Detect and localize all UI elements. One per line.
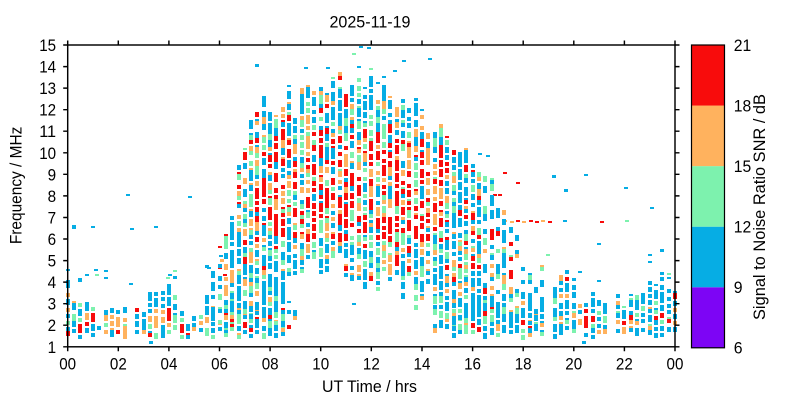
svg-text:21: 21 [734, 37, 752, 55]
svg-text:6: 6 [48, 231, 57, 249]
svg-text:2025-11-19: 2025-11-19 [330, 13, 411, 32]
svg-text:11: 11 [39, 123, 56, 141]
svg-text:Frequency / MHz: Frequency / MHz [8, 127, 26, 245]
svg-text:15: 15 [39, 37, 56, 55]
svg-text:00: 00 [667, 356, 684, 374]
svg-text:12: 12 [39, 102, 56, 120]
svg-text:06: 06 [211, 356, 228, 374]
svg-text:14: 14 [414, 356, 431, 374]
svg-text:10: 10 [39, 145, 56, 163]
svg-text:UT Time / hrs: UT Time / hrs [322, 378, 417, 396]
svg-text:14: 14 [39, 59, 56, 77]
svg-text:22: 22 [616, 356, 633, 374]
svg-text:9: 9 [734, 279, 743, 297]
svg-text:Signal to Noise Ratio SNR / dB: Signal to Noise Ratio SNR / dB [751, 94, 769, 320]
svg-text:1: 1 [48, 339, 57, 357]
svg-text:20: 20 [565, 356, 582, 374]
svg-text:8: 8 [48, 188, 57, 206]
svg-text:16: 16 [464, 356, 481, 374]
svg-text:08: 08 [262, 356, 279, 374]
svg-text:15: 15 [734, 158, 752, 176]
svg-text:18: 18 [515, 356, 532, 374]
svg-text:00: 00 [59, 356, 76, 374]
svg-text:9: 9 [48, 166, 57, 184]
svg-text:3: 3 [48, 296, 57, 314]
svg-text:02: 02 [110, 356, 127, 374]
svg-text:13: 13 [39, 80, 56, 98]
svg-text:10: 10 [312, 356, 329, 374]
svg-text:7: 7 [48, 210, 57, 228]
svg-text:6: 6 [734, 340, 743, 358]
svg-text:12: 12 [734, 219, 752, 237]
svg-text:04: 04 [161, 356, 178, 374]
svg-text:5: 5 [48, 253, 57, 271]
svg-text:4: 4 [48, 274, 57, 292]
svg-text:12: 12 [363, 356, 380, 374]
svg-text:18: 18 [734, 98, 752, 116]
svg-text:2: 2 [48, 317, 57, 335]
